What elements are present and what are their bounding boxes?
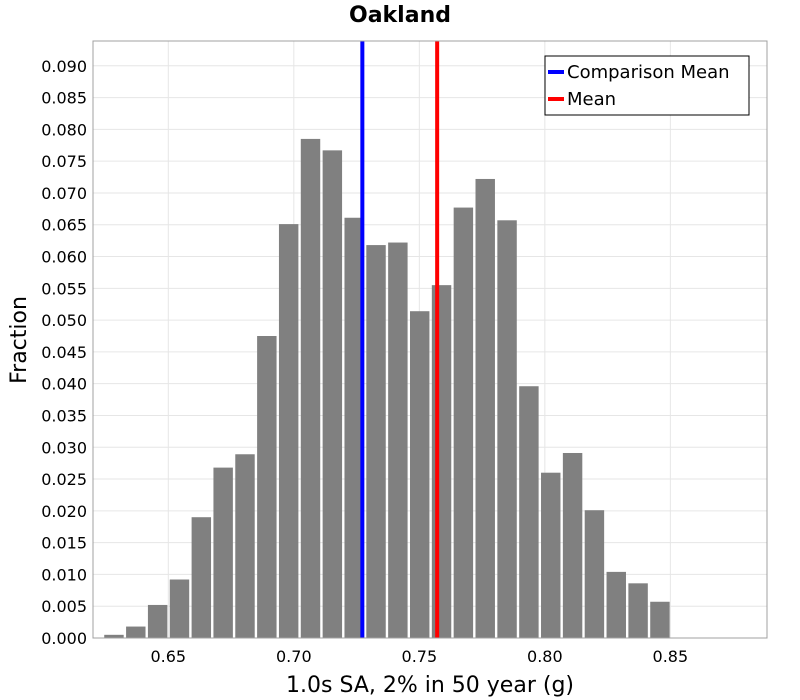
x-tick-label: 0.80	[527, 647, 563, 666]
y-tick-label: 0.040	[41, 375, 87, 394]
y-tick-label: 0.045	[41, 343, 87, 362]
legend: Comparison Mean Mean	[544, 55, 750, 116]
y-axis-label: Fraction	[7, 296, 32, 384]
y-tick-label: 0.030	[41, 438, 87, 457]
x-tick-label: 0.75	[402, 647, 438, 666]
y-tick-label: 0.020	[41, 502, 87, 521]
histogram-bar	[278, 224, 299, 638]
y-tick-label: 0.035	[41, 406, 87, 425]
x-tick-label: 0.70	[276, 647, 312, 666]
y-tick-label: 0.090	[41, 57, 87, 76]
histogram-bar	[235, 454, 255, 638]
histogram-bar	[519, 386, 539, 638]
legend-label-comparison-mean: Comparison Mean	[567, 62, 730, 83]
histogram-bar	[104, 634, 124, 638]
y-tick-label: 0.025	[41, 470, 87, 489]
histogram-bar	[584, 510, 605, 638]
chart-title: Oakland	[349, 3, 451, 28]
y-tick-label: 0.015	[41, 534, 87, 553]
histogram-bar	[541, 472, 561, 638]
legend-label-mean: Mean	[567, 89, 616, 110]
y-tick-label: 0.065	[41, 216, 87, 235]
legend-box	[544, 55, 750, 116]
y-tick-label: 0.085	[41, 89, 87, 108]
histogram-bar	[650, 601, 670, 638]
histogram-bar	[475, 178, 495, 639]
x-axis-ticks: 0.65 0.70 0.75 0.80 0.85	[150, 647, 688, 666]
mean-lines	[360, 41, 440, 638]
histogram-bar	[147, 604, 168, 638]
histogram-bar	[300, 138, 321, 639]
y-tick-label: 0.000	[41, 629, 87, 648]
histogram-bar	[431, 285, 452, 638]
histogram-bar	[366, 245, 386, 639]
histogram-bar	[606, 571, 626, 638]
plot-frame	[92, 40, 768, 639]
histogram-bar	[169, 579, 190, 638]
histogram-bar	[322, 150, 343, 639]
y-tick-label: 0.005	[41, 597, 87, 616]
y-tick-label: 0.075	[41, 152, 87, 171]
histogram-bar	[257, 336, 277, 638]
y-axis-ticks: 0.000 0.005 0.010 0.015 0.020 0.025 0.030 0.035…	[41, 57, 87, 648]
y-tick-label: 0.080	[41, 120, 87, 139]
histogram-bar	[126, 626, 146, 638]
x-tick-label: 0.65	[150, 647, 186, 666]
histogram-bar	[453, 207, 474, 638]
x-axis-label: 1.0s SA, 2% in 50 year (g)	[286, 673, 574, 698]
y-tick-label: 0.070	[41, 184, 87, 203]
y-tick-label: 0.055	[41, 279, 87, 298]
histogram-bar	[213, 467, 233, 638]
histogram-bar	[409, 311, 430, 638]
histogram-bar	[562, 452, 583, 638]
histogram-bar	[497, 220, 517, 638]
y-tick-label: 0.060	[41, 248, 87, 267]
histogram-bar	[344, 217, 364, 638]
histogram-bar	[628, 583, 648, 638]
y-tick-label: 0.010	[41, 565, 87, 584]
y-tick-label: 0.050	[41, 311, 87, 330]
histogram-bar	[191, 517, 212, 638]
x-tick-label: 0.85	[653, 647, 689, 666]
histogram-bars	[104, 138, 670, 639]
histogram-bar	[388, 242, 408, 638]
